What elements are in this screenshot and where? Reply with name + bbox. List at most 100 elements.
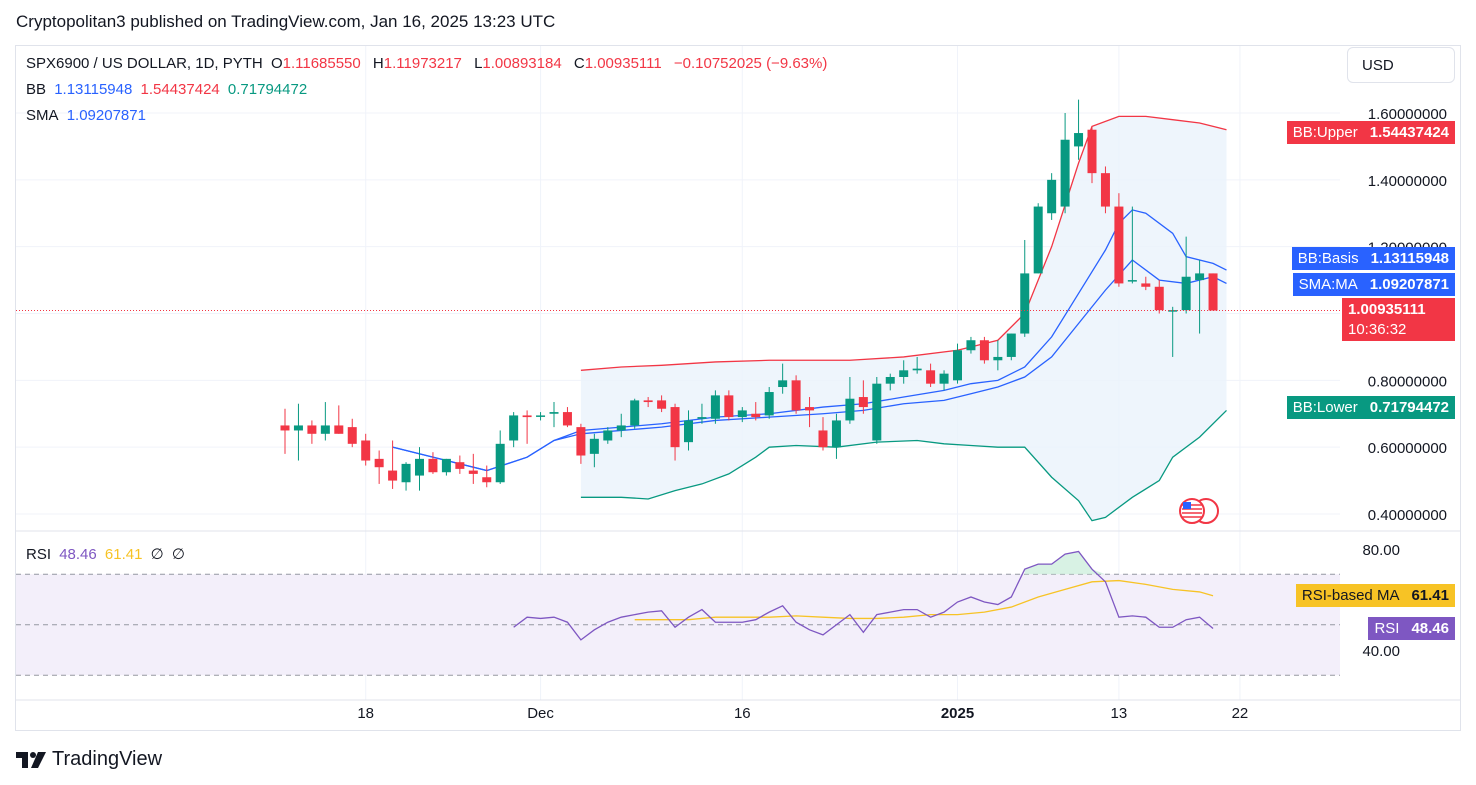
time-axis-tick: 16 xyxy=(734,705,751,722)
candle xyxy=(1168,306,1178,357)
rsi-axis-tick: 40.00 xyxy=(1362,643,1400,660)
candle xyxy=(630,398,640,429)
bb-upper-value: 1.54437424 xyxy=(140,81,220,98)
candle xyxy=(818,417,828,451)
candle xyxy=(764,387,774,419)
sma-price-label: SMA:MA 1.09207871 xyxy=(1292,273,1455,296)
tradingview-logo[interactable]: TradingView xyxy=(16,748,162,771)
bb-lower-line xyxy=(580,409,1227,522)
candle xyxy=(993,340,1003,371)
high-label: H1.11973217 xyxy=(372,55,462,72)
candle xyxy=(428,452,438,474)
candle xyxy=(347,418,357,448)
sma-legend[interactable]: SMA 1.09207871 xyxy=(26,107,150,124)
time-axis-tick: Dec xyxy=(527,705,554,722)
bb-basis-price-label: BB:Basis 1.13115948 xyxy=(1291,247,1455,270)
candle xyxy=(966,336,976,354)
candle xyxy=(1100,166,1110,214)
candle xyxy=(885,373,895,391)
candle xyxy=(603,427,613,444)
rsi-line xyxy=(513,550,1214,641)
candle xyxy=(280,408,290,454)
candle xyxy=(374,450,384,484)
bb-upper-price-label: BB:Upper 1.54437424 xyxy=(1286,121,1455,144)
price-axis-tick: 0.80000000 xyxy=(1368,373,1447,390)
price-axis-tick: 0.60000000 xyxy=(1368,440,1447,457)
candle xyxy=(872,376,882,444)
candle xyxy=(1181,236,1191,314)
price-axis-tick: 1.60000000 xyxy=(1368,106,1447,123)
candle xyxy=(441,458,451,476)
bb-legend-label: BB xyxy=(26,81,47,98)
candle xyxy=(616,413,626,438)
chart-frame xyxy=(15,45,1461,731)
time-axis-tick: 13 xyxy=(1111,705,1128,722)
candle xyxy=(657,395,667,413)
candle xyxy=(684,410,693,451)
candle xyxy=(388,440,398,489)
candle xyxy=(401,462,411,491)
candles xyxy=(16,99,1340,524)
candle xyxy=(320,402,330,441)
candle xyxy=(751,402,761,421)
candle xyxy=(307,420,317,444)
rsi-ma-line xyxy=(634,579,1214,621)
low-label: L1.00893184 xyxy=(474,55,562,72)
candle xyxy=(805,397,815,428)
candle xyxy=(1127,206,1137,284)
bb-legend[interactable]: BB 1.13115948 1.54437424 0.71794472 xyxy=(26,81,311,98)
time-axis-tick: 22 xyxy=(1232,705,1249,722)
price-axis-tick: 1.40000000 xyxy=(1368,173,1447,190)
rsi-extra-1: ∅ xyxy=(150,546,164,563)
bb-fill xyxy=(580,116,1227,521)
candle xyxy=(831,413,841,459)
candle xyxy=(455,455,465,474)
candle xyxy=(1047,173,1057,220)
candle xyxy=(979,336,989,364)
candle xyxy=(482,465,492,488)
candle xyxy=(1020,239,1030,337)
symbol-label[interactable]: SPX6900 / US DOLLAR, 1D, PYTH xyxy=(26,55,263,72)
rsi-legend-label: RSI xyxy=(26,546,52,563)
candle xyxy=(334,405,344,434)
candle xyxy=(710,390,720,424)
last-price-label: 1.00935111 10:36:32 xyxy=(1342,298,1455,341)
rsi-legend-value: 48.46 xyxy=(59,546,97,563)
candle xyxy=(293,403,303,461)
rsi-pane xyxy=(16,550,1340,676)
sma-value: 1.09207871 xyxy=(66,107,146,124)
candle xyxy=(724,390,734,421)
candle xyxy=(670,403,680,461)
candle xyxy=(361,433,371,466)
candle xyxy=(1006,333,1016,361)
candle xyxy=(791,375,801,414)
candle xyxy=(778,363,788,394)
candle xyxy=(562,407,572,428)
candle xyxy=(589,433,599,468)
time-axis-tick: 2025 xyxy=(941,705,974,722)
countdown: 10:36:32 xyxy=(1348,321,1407,338)
candle xyxy=(1195,260,1205,334)
candle xyxy=(899,360,909,384)
candle xyxy=(858,380,868,414)
tradingview-brand: TradingView xyxy=(52,748,163,770)
candle xyxy=(415,447,424,491)
bb-lower-price-label: BB:Lower 0.71794472 xyxy=(1286,396,1455,419)
currency-button[interactable]: USD xyxy=(1347,47,1455,83)
candle xyxy=(1154,280,1164,314)
candle xyxy=(643,397,653,408)
rsi-overbought-fill xyxy=(1024,551,1106,575)
candle xyxy=(1141,276,1151,291)
candle xyxy=(926,363,936,388)
candle xyxy=(495,430,505,484)
candle xyxy=(1074,99,1084,160)
candle xyxy=(912,356,922,374)
rsi-legend[interactable]: RSI 48.46 61.41 ∅ ∅ xyxy=(26,545,189,563)
candle xyxy=(468,453,478,484)
publisher-line: Cryptopolitan3 published on TradingView.… xyxy=(16,12,556,31)
axes: 1.600000001.400000001.200000000.80000000… xyxy=(357,106,1447,722)
candle xyxy=(1208,273,1218,311)
candle xyxy=(1087,126,1097,184)
us-flag-icon xyxy=(1179,498,1219,524)
